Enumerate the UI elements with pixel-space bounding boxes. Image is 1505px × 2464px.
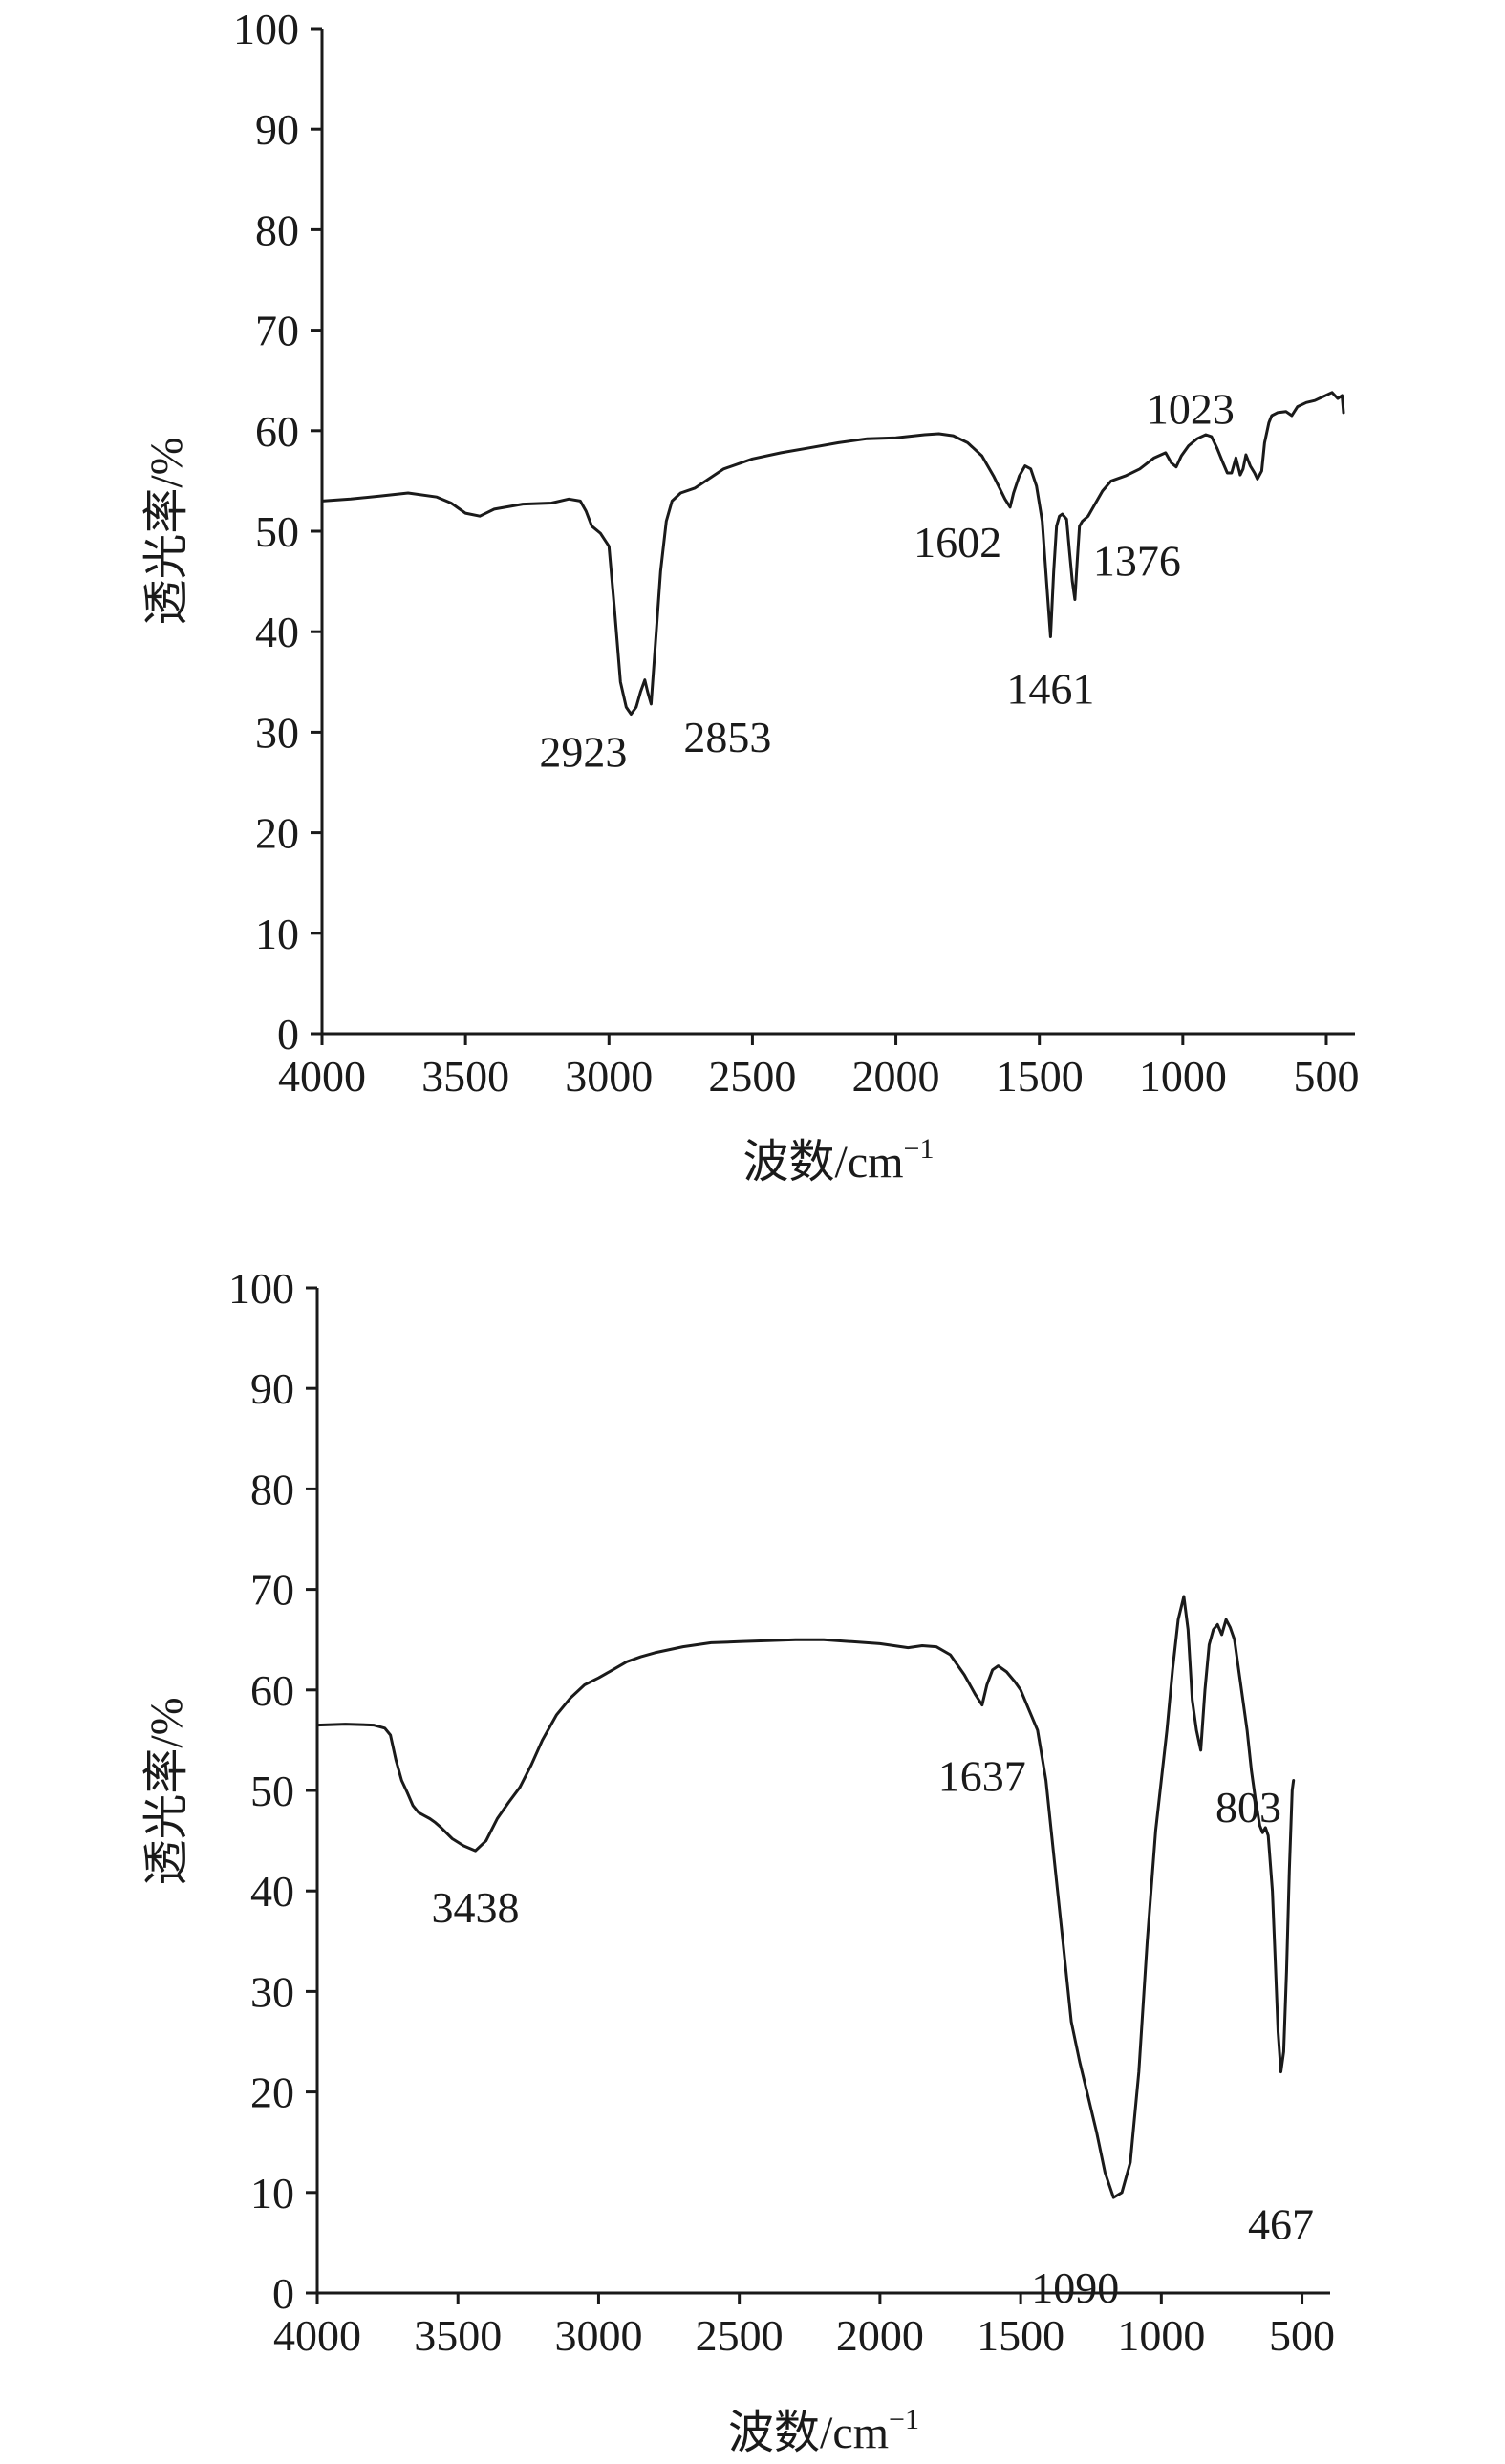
peak-label: 3438 [431, 1883, 519, 1932]
y-tick-label: 30 [255, 708, 299, 757]
y-tick-label: 70 [255, 307, 299, 355]
x-tick-label: 1000 [1139, 1052, 1227, 1101]
y-tick-label: 20 [255, 809, 299, 858]
x-tick-label: 1000 [1117, 2311, 1205, 2360]
x-tick-label: 4000 [273, 2311, 361, 2360]
x-tick-label: 3000 [554, 2311, 642, 2360]
peak-label: 1461 [1006, 664, 1094, 713]
spectrum-line [315, 1595, 1296, 2199]
y-tick-label: 70 [250, 1566, 294, 1615]
peak-label: 1090 [1031, 2263, 1119, 2312]
y-tick-label: 80 [255, 205, 299, 254]
x-axis-title: 波数/cm−1 [743, 1133, 935, 1188]
x-tick-label: 500 [1293, 1052, 1359, 1101]
peak-label: 803 [1215, 1783, 1281, 1832]
x-tick-label: 4000 [278, 1052, 366, 1101]
x-axis-title-superscript: −1 [889, 2404, 919, 2435]
chart-panel-bottom: 0 10 20 30 40 50 60 70 80 90 100 4000 3500 3000 2500 20… [141, 1264, 1335, 2458]
y-tick-label: 60 [255, 407, 299, 456]
x-tick-label: 1500 [996, 1052, 1084, 1101]
y-tick-label: 30 [250, 1967, 294, 2016]
y-tick-label: 100 [228, 1264, 294, 1313]
x-tick-label: 3500 [421, 1052, 509, 1101]
spectrum-line [320, 391, 1345, 716]
y-axis-title: 透光率/% [141, 437, 192, 625]
y-tick-label: 10 [255, 910, 299, 958]
x-tick-label: 1500 [977, 2311, 1064, 2360]
y-tick-label: 50 [250, 1767, 294, 1815]
peak-label: 2853 [683, 713, 771, 761]
y-tick-label: 0 [272, 2269, 294, 2318]
x-tick-label: 2500 [696, 2311, 784, 2360]
x-tick-label: 2000 [836, 2311, 924, 2360]
x-tick-label: 2000 [852, 1052, 940, 1101]
x-tick-label: 2500 [708, 1052, 796, 1101]
y-tick-label: 20 [250, 2068, 294, 2117]
peak-label: 2923 [539, 727, 627, 776]
y-axis-title: 透光率/% [141, 1697, 192, 1885]
x-axis-title: 波数/cm−1 [728, 2404, 919, 2458]
peak-label: 1637 [938, 1752, 1026, 1801]
peak-label: 1023 [1147, 385, 1235, 434]
x-tick-label: 3500 [414, 2311, 502, 2360]
x-axis-title-superscript: −1 [904, 1133, 935, 1165]
peak-label: 467 [1248, 2200, 1314, 2249]
y-tick-label: 80 [250, 1465, 294, 1513]
y-tick-label: 10 [250, 2169, 294, 2218]
y-tick-label: 90 [255, 105, 299, 154]
x-tick-label: 500 [1269, 2311, 1335, 2360]
chart-panel-top: 0 10 20 30 40 50 60 70 80 90 100 4000 3500 3000 2500 20… [141, 5, 1359, 1188]
y-tick-label: 40 [255, 608, 299, 656]
y-tick-label: 40 [250, 1867, 294, 1916]
x-tick-label: 3000 [565, 1052, 653, 1101]
peak-label: 1602 [914, 518, 1001, 567]
y-tick-label: 100 [233, 5, 299, 54]
y-tick-label: 0 [277, 1010, 299, 1059]
y-tick-label: 50 [255, 507, 299, 556]
y-tick-label: 60 [250, 1666, 294, 1715]
y-tick-label: 90 [250, 1364, 294, 1413]
peak-label: 1376 [1093, 537, 1181, 586]
